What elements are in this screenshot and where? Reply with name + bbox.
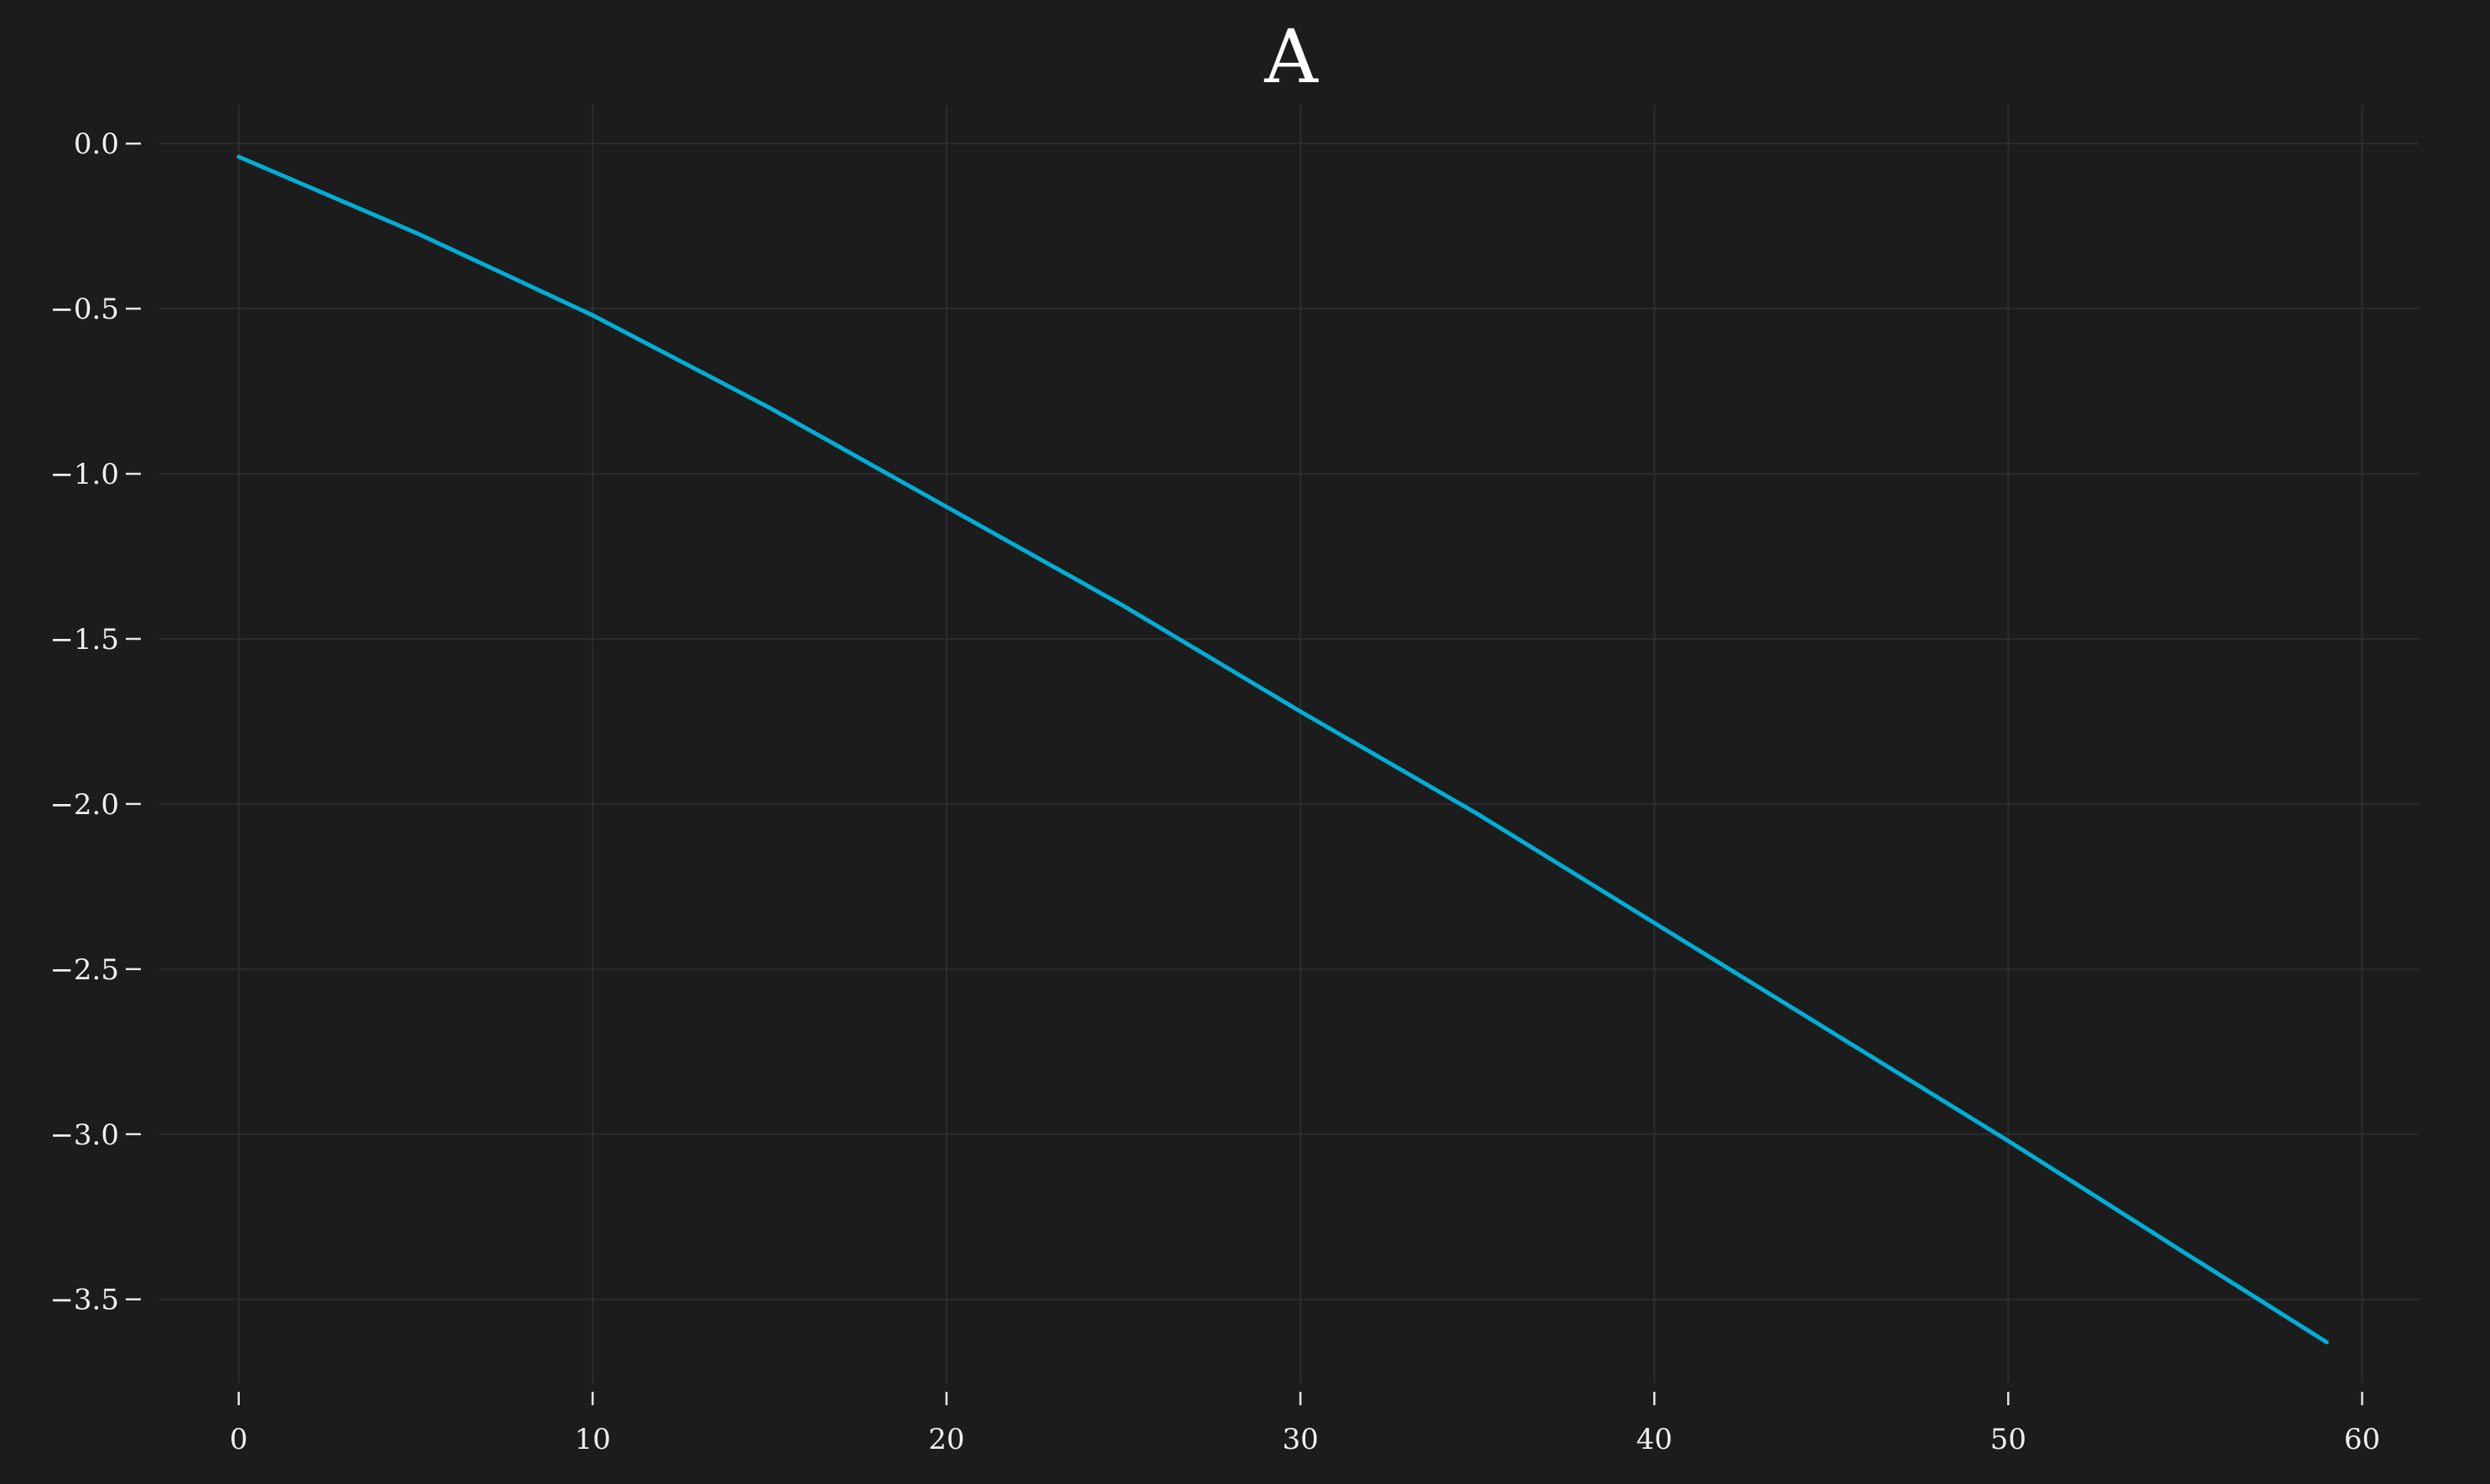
y-tick-label: −2.5 [49, 953, 119, 987]
x-tick-label: 10 [574, 1423, 610, 1456]
x-tick-label: 50 [1990, 1423, 2026, 1456]
x-axis-ticks: 0 10 20 30 40 50 60 [230, 1392, 2380, 1456]
y-tick-label: −2.0 [49, 788, 119, 822]
x-tick-label: 20 [928, 1423, 964, 1456]
chart-title: A [1263, 13, 1319, 100]
x-tick-label: 60 [2344, 1423, 2380, 1456]
y-axis-ticks: 0.0 −0.5 −1.0 −1.5 −2.0 −2.5 −3.0 −3.5 [49, 127, 141, 1317]
series-line [236, 154, 2329, 1345]
y-tick-label: −3.5 [49, 1284, 119, 1317]
y-tick-label: −0.5 [49, 293, 119, 326]
series-layer [236, 154, 2329, 1345]
x-tick-label: 40 [1637, 1423, 1673, 1456]
x-tick-label: 30 [1282, 1423, 1318, 1456]
y-tick-label: 0.0 [74, 127, 119, 161]
y-tick-label: −1.0 [49, 458, 119, 491]
y-tick-label: −3.0 [49, 1118, 119, 1152]
grid-lines [159, 105, 2419, 1383]
y-tick-label: −1.5 [49, 623, 119, 656]
x-tick-label: 0 [230, 1423, 248, 1456]
